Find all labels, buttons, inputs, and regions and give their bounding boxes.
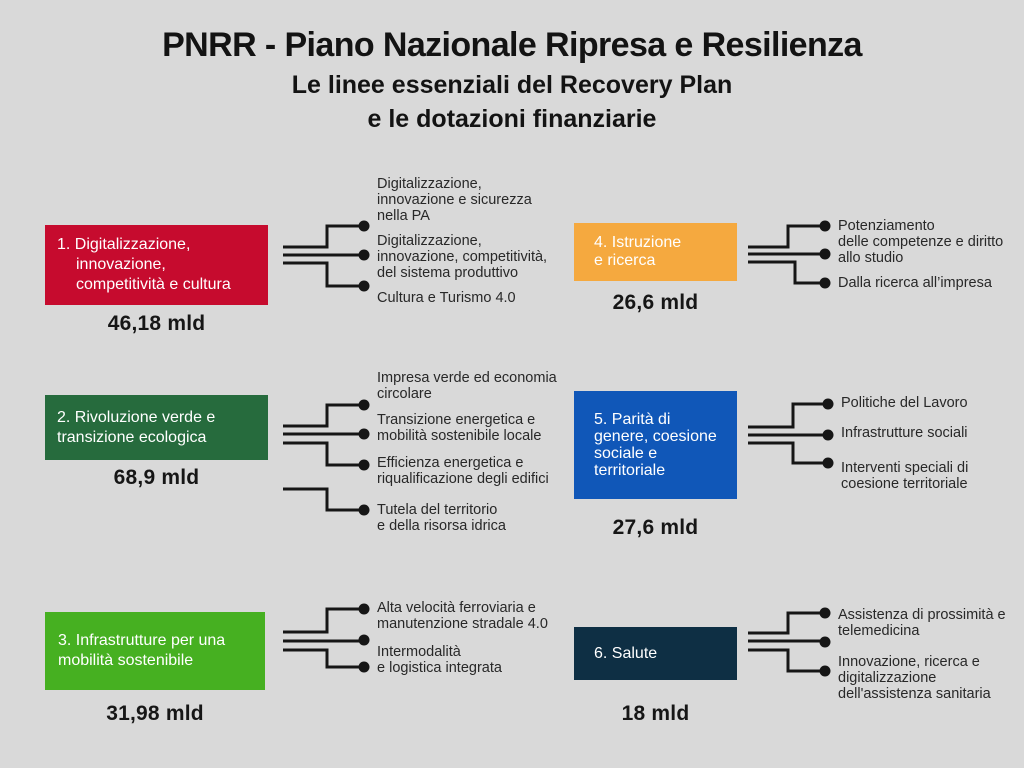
subtitle-line-2: e le dotazioni finanziarie xyxy=(367,105,657,133)
mission-5-box: 5. Parità di genere, coesione sociale e … xyxy=(574,391,737,499)
connector-mission-2 xyxy=(283,399,370,516)
connector-mission-5 xyxy=(748,398,834,469)
mission-6-box: 6. Salute xyxy=(574,627,737,680)
mission-4-item: Potenziamento delle competenze e diritto… xyxy=(838,218,1004,266)
connector-mission-3 xyxy=(283,603,370,673)
mission-6-title: 6. Salute xyxy=(594,644,658,662)
mission-1-box: 1. Digitalizzazione, innovazione, compet… xyxy=(45,225,268,305)
mission-1-item: Digitalizzazione, innovazione, competiti… xyxy=(377,233,548,281)
mission-5-title: 5. Parità di genere, coesione sociale e … xyxy=(594,411,717,479)
mission-5-item: Politiche del Lavoro xyxy=(841,395,968,411)
mission-1-amount: 46,18 mld xyxy=(107,312,206,335)
subtitle-line-1: Le linee essenziali del Recovery Plan xyxy=(291,71,733,99)
mission-1-item: Digitalizzazione, innovazione e sicurezz… xyxy=(377,176,532,224)
mission-6-amount: 18 mld xyxy=(621,702,690,725)
mission-3-box: 3. Infrastrutture per una mobilità soste… xyxy=(45,612,265,690)
mission-2-item: Transizione energetica e mobilità sosten… xyxy=(377,412,542,444)
mission-4-amount: 26,6 mld xyxy=(612,291,699,314)
mission-3-amount: 31,98 mld xyxy=(106,702,204,725)
mission-5-item: Infrastrutture sociali xyxy=(841,425,968,441)
mission-2-box: 2. Rivoluzione verde e transizione ecolo… xyxy=(45,395,268,460)
connector-mission-1 xyxy=(283,220,370,292)
mission-5-item: Interventi speciali di coesione territor… xyxy=(841,460,969,492)
mission-2-item: Impresa verde ed economia circolare xyxy=(377,370,557,402)
connector-mission-4 xyxy=(748,220,831,289)
mission-6-item: Assistenza di prossimità e telemedicina xyxy=(838,607,1006,639)
mission-5-amount: 27,6 mld xyxy=(612,516,699,539)
mission-1-item: Cultura e Turismo 4.0 xyxy=(377,290,516,306)
mission-2-title: 2. Rivoluzione verde e transizione ecolo… xyxy=(57,408,216,446)
mission-4-item: Dalla ricerca all’impresa xyxy=(838,275,992,291)
mission-1-title: 1. Digitalizzazione, innovazione, compet… xyxy=(57,236,231,293)
mission-3-item: Alta velocità ferroviaria e manutenzione… xyxy=(377,600,548,632)
mission-4-box: 4. Istruzione e ricerca xyxy=(574,223,737,281)
connector-mission-6 xyxy=(748,607,831,677)
mission-2-item: Tutela del territorio e della risorsa id… xyxy=(377,502,506,534)
mission-2-item: Efficienza energetica e riqualificazione… xyxy=(377,455,549,487)
mission-3-title: 3. Infrastrutture per una mobilità soste… xyxy=(58,632,226,669)
mission-2-amount: 68,9 mld xyxy=(113,466,200,489)
mission-6-item: Innovazione, ricerca e digitalizzazione … xyxy=(838,654,991,702)
page-title: PNRR - Piano Nazionale Ripresa e Resilie… xyxy=(162,26,862,64)
mission-3-item: Intermodalità e logistica integrata xyxy=(377,644,502,676)
mission-4-title: 4. Istruzione e ricerca xyxy=(594,234,682,269)
